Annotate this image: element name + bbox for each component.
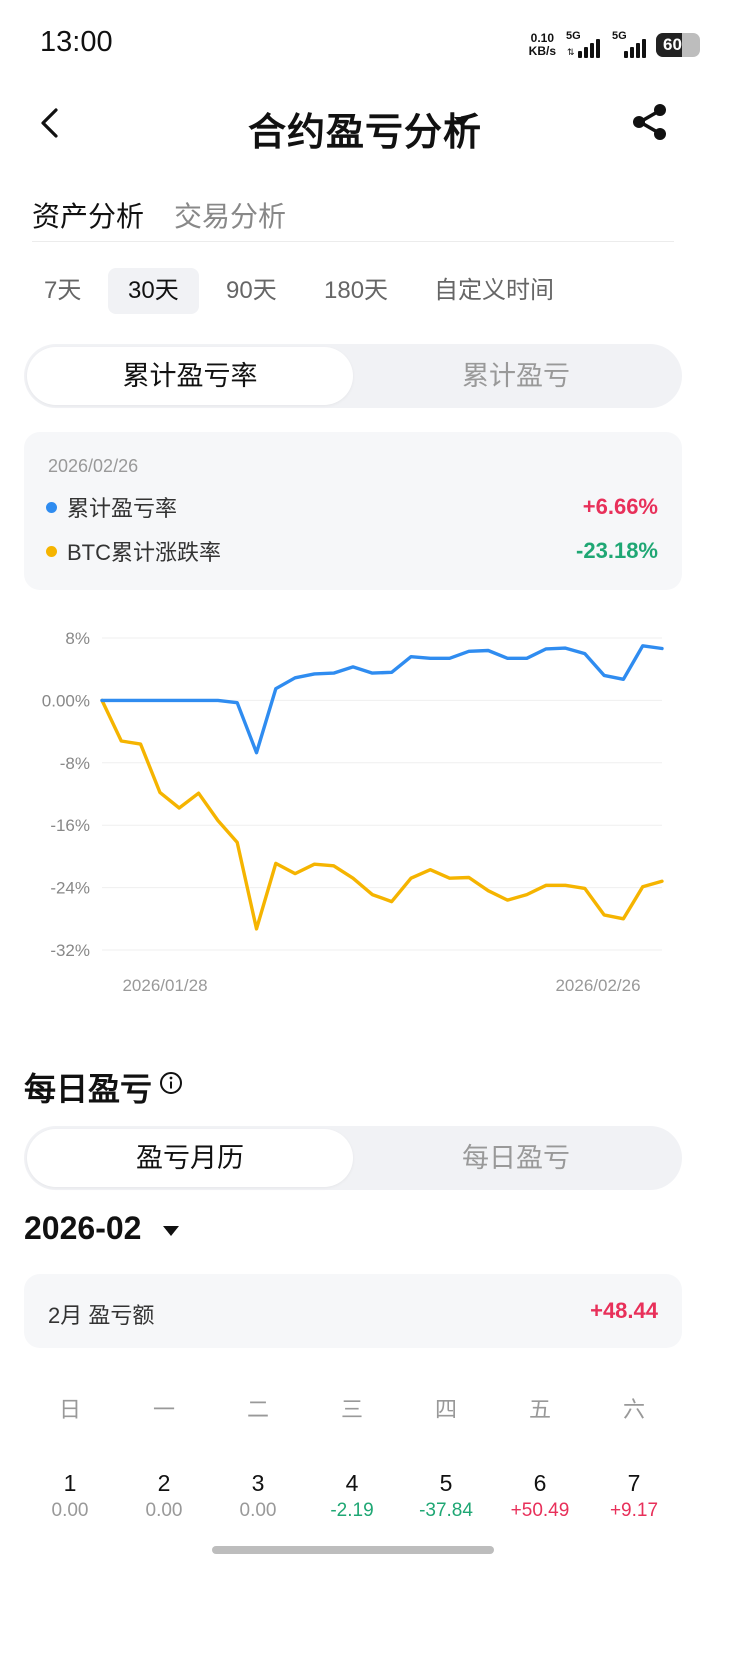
sim2-label: 5G — [612, 30, 627, 42]
calendar-day[interactable]: 4 — [345, 1470, 359, 1496]
legend-value: +6.66% — [582, 494, 658, 519]
summary-date: 2026/02/26 — [48, 456, 139, 476]
data-arrows-icon: ⇅ — [567, 47, 575, 57]
legend-name: 累计盈亏率 — [67, 496, 178, 521]
period-30d[interactable]: 30天 — [108, 268, 199, 314]
calendar-day-pnl: 0.00 — [51, 1500, 89, 1521]
share-icon[interactable] — [630, 102, 670, 142]
chevron-left-icon[interactable] — [34, 106, 68, 140]
tab-trade-analysis[interactable]: 交易分析 — [174, 201, 287, 232]
weekday-thu: 四 — [434, 1397, 457, 1422]
battery-level: 60 — [663, 35, 682, 54]
month-summary-value: +48.44 — [590, 1298, 658, 1323]
sim1-label: 5G — [566, 30, 581, 42]
network-speed: 0.10 KB/s — [529, 32, 556, 58]
legend-dot — [46, 501, 57, 513]
summary-card: 2026/02/26 累计盈亏率 +6.66% BTC累计涨跌率 -23.18% — [24, 432, 682, 590]
calendar-day[interactable]: 5 — [439, 1470, 453, 1496]
calendar-day[interactable]: 3 — [251, 1470, 265, 1496]
weekday-sat: 六 — [622, 1397, 645, 1422]
page-title[interactable]: 合约盈亏分析 — [247, 112, 482, 154]
y-tick-label: -32% — [50, 941, 90, 960]
info-icon[interactable] — [159, 1071, 183, 1095]
legend-row: BTC累计涨跌率 -23.18% — [46, 536, 658, 566]
period-180d[interactable]: 180天 — [324, 277, 389, 304]
x-tick-label-start: 2026/01/28 — [122, 976, 207, 995]
battery-icon: 60 — [656, 33, 700, 57]
legend-value: -23.18% — [576, 538, 658, 563]
weekday-mon: 一 — [152, 1397, 175, 1422]
network-speed-unit: KB/s — [528, 44, 556, 58]
calendar-day[interactable]: 7 — [627, 1470, 641, 1496]
home-indicator[interactable] — [212, 1546, 494, 1554]
pnl-line-chart[interactable]: 8% 0.00% -8% -16% -24% -32% 2026/01/28 2026/02/… — [0, 620, 750, 1010]
daily-toggle: 盈亏月历 每日盈亏 — [24, 1126, 682, 1190]
calendar-day[interactable]: 2 — [157, 1470, 171, 1496]
calendar-day-pnl: 0.00 — [145, 1500, 183, 1521]
tab-divider — [32, 241, 674, 242]
metric-toggle: 累计盈亏率 累计盈亏 — [24, 344, 682, 408]
calendar-day-pnl: -2.19 — [330, 1500, 374, 1521]
month-summary-card: 2月 盈亏额 +48.44 — [24, 1274, 682, 1348]
toggle-daily-pnl[interactable]: 每日盈亏 — [462, 1143, 570, 1173]
metric-cumulative-pnl[interactable]: 累计盈亏 — [462, 361, 570, 391]
status-icons: 0.10 KB/s 5G ⇅ 5G 60 — [529, 30, 700, 60]
period-custom[interactable]: 自定义时间 — [434, 277, 554, 304]
calendar-day-pnl: -37.84 — [419, 1500, 473, 1521]
weekday-sun: 日 — [58, 1397, 81, 1422]
calendar-day-pnl: 0.00 — [239, 1500, 277, 1521]
legend-name: BTC累计涨跌率 — [67, 540, 222, 565]
signal-icon: 5G ⇅ — [566, 30, 602, 58]
y-tick-label: 8% — [65, 629, 90, 648]
period-90d[interactable]: 90天 — [226, 277, 277, 304]
legend-dot — [46, 545, 57, 557]
status-time: 13:00 — [40, 26, 113, 58]
metric-cumulative-rate[interactable]: 累计盈亏率 — [27, 347, 353, 405]
caret-down-icon[interactable] — [454, 117, 470, 127]
calendar-day-pnl: +50.49 — [510, 1500, 570, 1521]
tab-asset-analysis[interactable]: 资产分析 — [32, 201, 145, 232]
toggle-pnl-calendar[interactable]: 盈亏月历 — [27, 1129, 353, 1187]
y-tick-label: -24% — [50, 879, 90, 898]
series-line — [100, 644, 664, 755]
month-summary-label: 2月 盈亏额 — [48, 1303, 155, 1328]
series-line — [100, 698, 664, 931]
month-selector[interactable]: 2026-02 — [24, 1210, 142, 1246]
weekday-tue: 二 — [246, 1397, 269, 1422]
calendar-day[interactable]: 1 — [63, 1470, 77, 1496]
weekday-fri: 五 — [528, 1397, 551, 1422]
x-tick-label-end: 2026/02/26 — [555, 976, 640, 995]
caret-down-icon[interactable] — [163, 1226, 179, 1236]
signal-icon: 5G — [612, 30, 646, 58]
section-title-daily-pnl: 每日盈亏 — [24, 1071, 153, 1107]
calendar-day[interactable]: 6 — [533, 1470, 547, 1496]
y-tick-label: -8% — [60, 754, 90, 773]
y-tick-label: -16% — [50, 816, 90, 835]
y-tick-label: 0.00% — [42, 691, 90, 710]
calendar-day-pnl: +9.17 — [609, 1500, 659, 1521]
period-7d[interactable]: 7天 — [44, 277, 82, 304]
legend-row: 累计盈亏率 +6.66% — [46, 492, 658, 522]
network-speed-value: 0.10 — [530, 31, 554, 45]
weekday-wed: 三 — [340, 1397, 363, 1422]
